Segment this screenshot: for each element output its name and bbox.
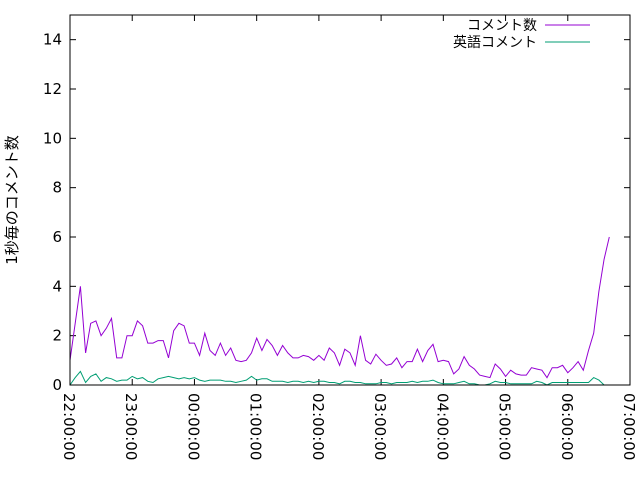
y-tick-label: 6 — [52, 228, 62, 246]
axis-ticks: 0 2 4 6 8 10 12 14 22:00:00 23:00:00 00:00:00 01:00… — [43, 15, 638, 460]
y-axis-label: 1秒毎のコメント数 — [3, 135, 21, 265]
x-tick-label: 03:00:00 — [371, 393, 389, 460]
legend: コメント数 英語コメント — [453, 18, 590, 51]
series-line-0 — [69, 236, 610, 379]
y-tick-label: 2 — [52, 327, 62, 345]
x-tick-label: 00:00:00 — [184, 393, 202, 460]
y-tick-label: 0 — [52, 376, 62, 394]
x-tick-label: 02:00:00 — [309, 393, 327, 460]
x-tick-label: 22:00:00 — [60, 393, 78, 460]
x-tick-label: 05:00:00 — [496, 393, 514, 460]
x-tick-label: 23:00:00 — [122, 393, 140, 460]
series-line-1 — [69, 370, 610, 386]
y-tick-label: 10 — [43, 129, 62, 147]
legend-label-0: コメント数 — [467, 18, 537, 34]
plot-border — [69, 14, 631, 386]
x-tick-label: 01:00:00 — [247, 393, 265, 460]
x-tick-label: 06:00:00 — [558, 393, 576, 460]
x-tick-label: 04:00:00 — [433, 393, 451, 460]
y-tick-label: 4 — [52, 277, 62, 295]
x-tick-label: 07:00:00 — [620, 393, 638, 460]
series-lines — [69, 236, 610, 386]
y-tick-label: 14 — [43, 31, 62, 49]
y-tick-label: 8 — [52, 179, 62, 197]
legend-label-1: 英語コメント — [453, 34, 537, 51]
y-tick-label: 12 — [43, 80, 62, 98]
